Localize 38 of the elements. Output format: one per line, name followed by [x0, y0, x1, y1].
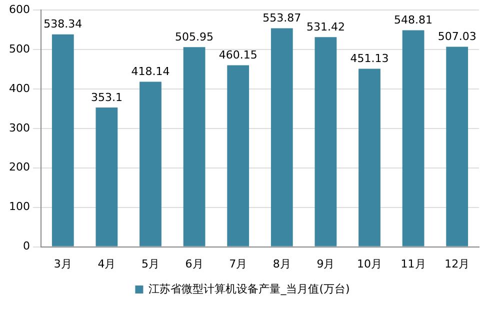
x-tick-label: 11月 [400, 257, 426, 270]
data-label: 531.42 [306, 20, 345, 34]
bar [402, 30, 424, 246]
y-tick-label: 500 [8, 42, 30, 56]
x-tick-label: 10月 [357, 257, 382, 270]
x-tick-label: 4月 [98, 257, 116, 270]
x-tick-label: 5月 [141, 257, 160, 270]
data-label: 538.34 [44, 18, 82, 31]
y-tick-label: 100 [8, 200, 30, 214]
bar [96, 107, 118, 246]
data-label: 548.81 [394, 14, 433, 27]
x-tick-label: 12月 [444, 257, 470, 270]
y-tick-label: 0 [22, 240, 30, 253]
data-label: 451.13 [350, 52, 389, 66]
data-label: 505.95 [175, 30, 214, 44]
bar [270, 28, 293, 246]
data-label: 353.1 [90, 90, 122, 104]
x-tick-label: 9月 [316, 257, 335, 270]
bar [446, 46, 468, 246]
bar [227, 65, 250, 246]
x-tick-label: 8月 [272, 257, 291, 270]
y-tick-label: 200 [8, 160, 30, 174]
legend-label: 江苏省微型计算机设备产量_当月值(万台) [148, 282, 350, 296]
bar [183, 47, 206, 246]
x-tick-label: 6月 [185, 257, 204, 270]
bar [52, 34, 74, 246]
x-tick-label: 7月 [229, 257, 248, 270]
x-tick-label: 3月 [54, 257, 72, 270]
y-tick-label: 600 [8, 2, 30, 16]
bar [358, 68, 380, 246]
data-label: 507.03 [438, 30, 476, 44]
bar [314, 37, 337, 246]
bar [140, 82, 162, 246]
y-tick-label: 300 [8, 121, 30, 134]
y-tick-label: 400 [8, 82, 30, 95]
data-label: 460.15 [218, 48, 258, 62]
data-label: 553.87 [262, 12, 302, 25]
data-label: 418.14 [131, 65, 170, 78]
